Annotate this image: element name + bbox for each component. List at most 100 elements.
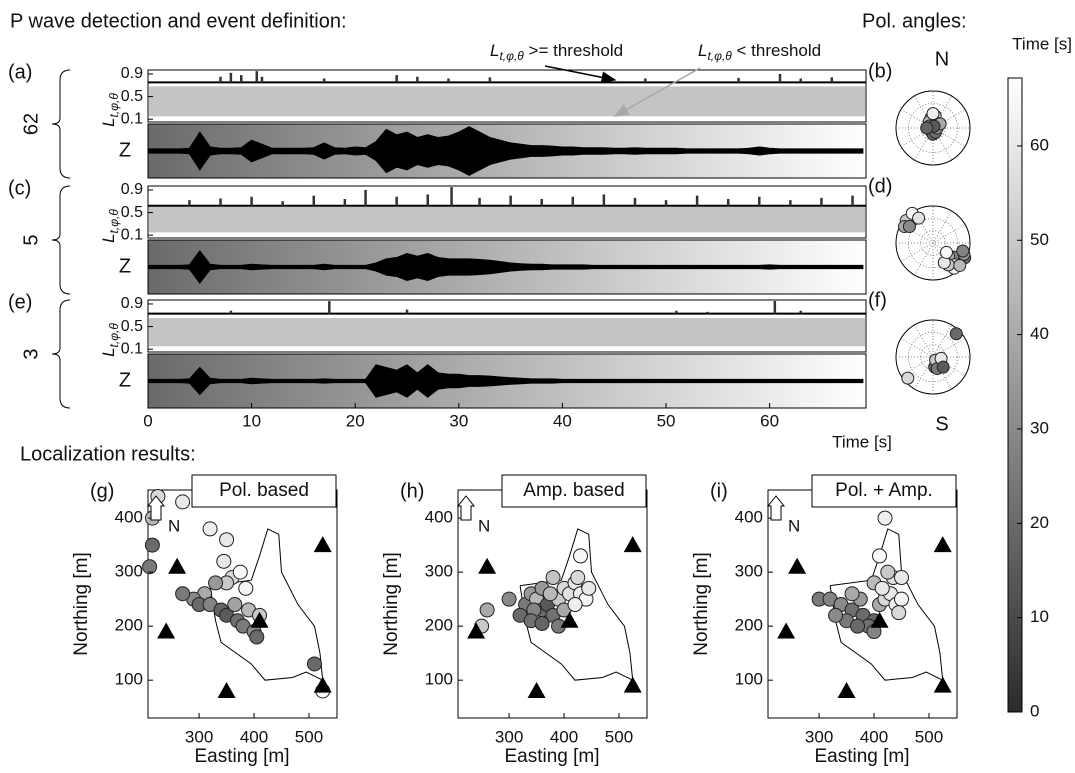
map-axes	[147, 489, 338, 719]
event	[567, 597, 583, 613]
polar-point	[939, 245, 953, 259]
event	[874, 580, 890, 596]
station	[157, 622, 176, 639]
south-label: S	[935, 413, 948, 435]
station	[527, 681, 546, 698]
station	[313, 536, 332, 553]
subscript: t,φ,θ	[107, 209, 121, 234]
station	[623, 536, 642, 553]
y-tick-label: 400	[425, 508, 453, 527]
subscript-label: Lt,φ,θ	[99, 209, 121, 243]
north-label: N	[788, 516, 800, 535]
x-tick-label: 300	[805, 727, 833, 746]
panel-label: (c)	[8, 177, 31, 199]
x-tick-label: 500	[605, 727, 633, 746]
event	[828, 607, 844, 623]
panel-title: Pol. based	[219, 480, 309, 501]
event	[219, 532, 235, 548]
event	[891, 605, 907, 621]
event	[232, 564, 248, 580]
event	[877, 510, 893, 526]
x-tick-label: 10	[242, 411, 261, 430]
event	[872, 548, 888, 564]
station	[168, 557, 187, 574]
brace	[51, 185, 71, 295]
polar-spoke	[900, 109, 966, 147]
outline	[209, 528, 324, 682]
event	[581, 580, 597, 596]
panel-title: Amp. based	[523, 480, 624, 501]
colorbar-tick-label: 50	[1030, 230, 1049, 249]
l-tick-label: 0.9	[121, 65, 143, 82]
event	[850, 618, 866, 634]
subscript: t,φ,θ	[707, 49, 732, 63]
subscript: t,φ,θ	[107, 323, 121, 348]
station	[623, 676, 642, 693]
panel-title-box	[501, 474, 647, 508]
event	[501, 591, 517, 607]
l-tick-label: 0.1	[121, 110, 143, 127]
polar-point	[920, 121, 934, 135]
station	[313, 676, 332, 693]
polar-point	[912, 211, 926, 225]
event	[144, 537, 160, 553]
colorbar-tick-label: 10	[1030, 607, 1049, 626]
x-axis-label: Easting [m]	[814, 746, 909, 767]
z-label: Z	[119, 255, 131, 277]
x-tick-label: 400	[240, 727, 268, 746]
station	[560, 611, 579, 628]
subscript: t,φ,θ	[499, 49, 524, 63]
polar-ring	[920, 230, 946, 256]
l-tick-label: 0.5	[121, 204, 143, 221]
colorbar-label: Time [s]	[1012, 34, 1072, 53]
event	[542, 586, 558, 602]
annotation-arrow	[544, 65, 617, 84]
event	[545, 570, 561, 586]
colorbar-tick-label: 30	[1030, 418, 1049, 437]
event	[216, 553, 232, 569]
l-tick-label: 0.1	[121, 226, 143, 243]
x-tick-label: 300	[185, 727, 213, 746]
colorbar-tick-label: 0	[1030, 701, 1039, 720]
event	[844, 586, 860, 602]
station	[250, 611, 269, 628]
y-axis-label: Northing [m]	[381, 552, 402, 655]
y-tick-label: 100	[115, 670, 143, 689]
event-count: 62	[20, 113, 42, 135]
event	[570, 570, 586, 586]
y-tick-label: 200	[425, 616, 453, 635]
l-tick-label: 0.9	[121, 295, 143, 312]
event	[894, 570, 910, 586]
station	[788, 557, 807, 574]
polar-ring	[907, 331, 959, 383]
annotation-text: >= threshold	[524, 41, 623, 60]
l-tick-label: 0.1	[121, 340, 143, 357]
x-tick-label: 400	[860, 727, 888, 746]
brace	[51, 299, 71, 409]
panel-title-box	[811, 474, 957, 508]
station	[217, 681, 236, 698]
polar-point	[902, 219, 916, 233]
station	[933, 536, 952, 553]
y-axis-label: Northing [m]	[691, 552, 712, 655]
brace	[51, 69, 71, 179]
station	[933, 676, 952, 693]
colorbar-tick-label: 20	[1030, 513, 1049, 532]
symbol: L	[99, 117, 118, 126]
north-label: N	[935, 48, 949, 70]
x-axis-label: Easting [m]	[194, 746, 289, 767]
z-trace	[147, 126, 864, 176]
event	[534, 615, 550, 631]
z-label: Z	[119, 369, 131, 391]
y-tick-label: 300	[425, 562, 453, 581]
panel-label: (b)	[868, 60, 892, 82]
colorbar	[1007, 77, 1023, 713]
figure-title: P wave detection and event definition:	[10, 10, 347, 32]
polar-ring	[907, 217, 959, 269]
map-title: Localization results:	[20, 443, 196, 465]
panel-label: (f)	[868, 289, 887, 311]
event	[479, 602, 495, 618]
event	[142, 559, 158, 575]
y-tick-label: 300	[115, 562, 143, 581]
outline	[829, 528, 944, 682]
